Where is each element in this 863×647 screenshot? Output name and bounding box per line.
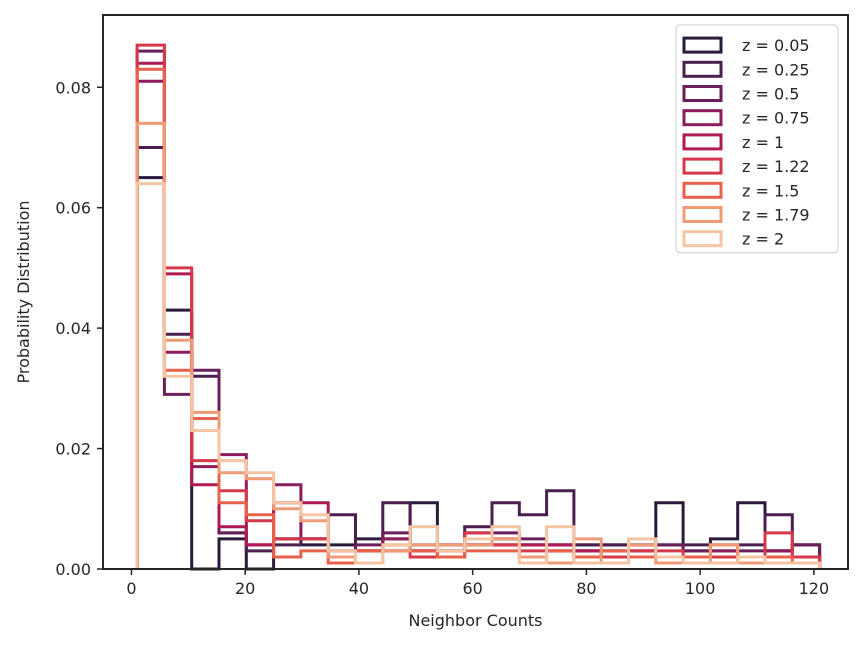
y-tick-label: 0.08 bbox=[55, 78, 91, 97]
series-layer bbox=[135, 43, 822, 571]
legend-label: z = 0.75 bbox=[742, 109, 810, 128]
y-tick-label: 0.02 bbox=[55, 440, 91, 459]
x-tick-label: 40 bbox=[349, 579, 369, 598]
axes-layer: 0 20 40 60 80 100 120 0.00 0.02 0.04 0.06 0.08 bbox=[55, 78, 829, 598]
legend-label: z = 1.79 bbox=[742, 206, 810, 225]
y-tick-label: 0.06 bbox=[55, 199, 91, 218]
legend-swatch bbox=[682, 133, 723, 151]
x-tick-label: 0 bbox=[126, 579, 136, 598]
legend-swatch bbox=[682, 60, 723, 78]
legend-label: z = 1.5 bbox=[742, 181, 799, 200]
y-tick-label: 0.04 bbox=[55, 319, 91, 338]
legend-label: z = 1.22 bbox=[742, 157, 810, 176]
x-tick-label: 120 bbox=[799, 579, 830, 598]
legend-label: z = 0.05 bbox=[742, 36, 810, 55]
legend-label: z = 0.5 bbox=[742, 85, 799, 104]
legend-swatch bbox=[682, 157, 723, 175]
plot-frame bbox=[102, 14, 849, 570]
legend-label: z = 2 bbox=[742, 230, 784, 249]
legend-swatch bbox=[682, 36, 723, 54]
legend-swatch bbox=[682, 109, 723, 127]
series-8-step-line bbox=[135, 182, 822, 569]
x-axis-title: Neighbor Counts bbox=[408, 611, 542, 630]
x-tick-label: 80 bbox=[576, 579, 596, 598]
legend: z = 0.05 z = 0.25 z = 0.5 z = 0.75 z = 1 z = … bbox=[675, 24, 839, 254]
legend-swatch bbox=[682, 230, 723, 248]
x-tick-label: 100 bbox=[685, 579, 716, 598]
legend-swatch bbox=[682, 206, 723, 223]
legend-swatch bbox=[682, 85, 723, 102]
legend-label: z = 0.25 bbox=[742, 60, 810, 79]
x-tick-label: 20 bbox=[235, 579, 255, 598]
legend-label: z = 1 bbox=[742, 133, 784, 152]
x-tick-label: 60 bbox=[462, 579, 482, 598]
y-tick-label: 0.00 bbox=[55, 560, 91, 579]
legend-swatch bbox=[682, 181, 723, 199]
y-axis-title: Probability Distribution bbox=[14, 200, 33, 383]
